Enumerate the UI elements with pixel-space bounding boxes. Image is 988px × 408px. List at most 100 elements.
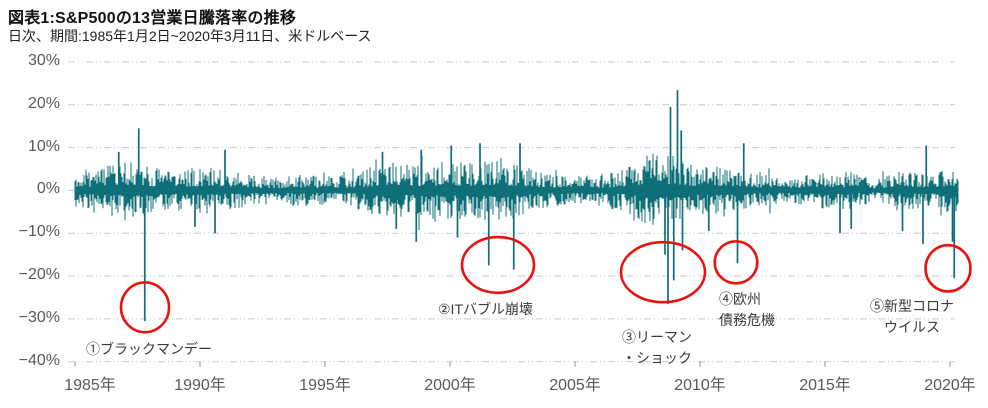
- return-bar: [492, 178, 494, 215]
- return-bar: [477, 180, 479, 219]
- return-bar: [399, 181, 401, 208]
- return-bar: [802, 184, 804, 200]
- return-bar: [217, 177, 219, 201]
- return-bar: [849, 185, 851, 209]
- return-bar: [289, 185, 291, 198]
- return-bar: [247, 187, 249, 196]
- return-bar: [146, 166, 148, 196]
- return-bar: [883, 187, 885, 193]
- return-bar: [762, 184, 764, 197]
- return-bar: [153, 186, 155, 200]
- return-bar: [525, 186, 527, 197]
- return-bar: [547, 180, 549, 206]
- return-bar: [941, 170, 943, 207]
- event-spike-bar: [381, 151, 384, 191]
- return-bar: [282, 183, 284, 199]
- return-bar: [942, 176, 944, 197]
- return-bar: [378, 170, 380, 214]
- return-bar: [801, 181, 803, 199]
- return-bar: [850, 172, 852, 204]
- return-bar: [237, 172, 239, 194]
- return-bar: [952, 171, 954, 197]
- return-bar: [281, 188, 283, 201]
- return-bar: [412, 166, 414, 195]
- return-bar: [739, 186, 741, 202]
- return-bar: [483, 185, 485, 196]
- return-bar: [103, 169, 105, 198]
- return-bar: [675, 168, 677, 219]
- return-bar: [788, 185, 790, 193]
- return-bar: [894, 178, 896, 207]
- return-bar: [876, 185, 878, 193]
- return-bar: [703, 181, 705, 199]
- return-bar: [780, 186, 782, 195]
- return-bar: [938, 174, 940, 208]
- return-bar: [506, 168, 508, 208]
- annotation-european-debt-crisis-label-line1: ④欧州: [719, 291, 761, 307]
- return-bar: [142, 185, 144, 214]
- return-bar: [769, 185, 771, 214]
- return-bar: [513, 164, 515, 209]
- return-bar: [336, 182, 338, 194]
- return-bar: [259, 187, 261, 198]
- return-bar: [821, 184, 823, 209]
- return-bar: [132, 175, 134, 217]
- return-bar: [596, 186, 598, 194]
- y-axis-tick-label: −10%: [18, 223, 60, 241]
- return-bar: [700, 174, 702, 201]
- return-bar: [836, 176, 838, 204]
- return-bar: [162, 181, 164, 207]
- return-bar: [418, 185, 420, 230]
- return-bar: [474, 185, 476, 216]
- return-bar: [99, 182, 101, 199]
- return-bar: [793, 183, 795, 195]
- return-bar: [280, 182, 282, 200]
- return-bar: [760, 187, 762, 199]
- return-bar: [944, 181, 946, 208]
- return-bar: [654, 176, 656, 201]
- return-bar: [951, 179, 953, 202]
- return-bar: [425, 173, 427, 197]
- return-bar: [704, 181, 706, 208]
- event-spike-bar: [224, 149, 226, 191]
- return-bar: [438, 183, 440, 211]
- return-bar: [540, 172, 542, 197]
- return-bar: [267, 184, 269, 195]
- return-bar: [388, 167, 390, 199]
- return-bar: [873, 188, 875, 196]
- return-bar: [394, 182, 396, 204]
- return-bar: [591, 179, 593, 200]
- figure-title: 図表1:S&P500の13営業日騰落率の推移: [8, 10, 297, 27]
- return-bar: [372, 180, 374, 207]
- return-bar: [486, 164, 488, 212]
- return-bar: [319, 181, 321, 205]
- return-bar: [297, 181, 299, 206]
- return-bar: [868, 183, 870, 202]
- return-bar: [504, 175, 506, 202]
- return-bar: [172, 176, 174, 195]
- return-bar: [534, 179, 536, 196]
- return-bar: [264, 185, 266, 197]
- return-bar: [833, 183, 835, 205]
- return-bar: [359, 185, 361, 204]
- return-bar: [135, 174, 137, 213]
- return-bar: [126, 178, 128, 206]
- return-bar: [216, 184, 218, 195]
- return-bar: [742, 181, 744, 201]
- event-spike-bar: [901, 190, 904, 232]
- return-bar: [712, 172, 714, 204]
- return-bar: [796, 183, 798, 195]
- return-bar: [816, 186, 818, 198]
- y-axis-tick-label: −30%: [18, 308, 60, 326]
- return-bar: [815, 181, 817, 198]
- return-bar: [205, 174, 207, 201]
- return-bar: [690, 165, 692, 206]
- return-bar: [516, 165, 518, 196]
- return-bar: [426, 180, 428, 211]
- return-bar: [663, 178, 665, 199]
- return-bar: [514, 169, 516, 205]
- return-bar: [835, 185, 837, 198]
- return-bar: [173, 176, 175, 199]
- return-bar: [333, 183, 335, 199]
- return-bar: [727, 180, 729, 195]
